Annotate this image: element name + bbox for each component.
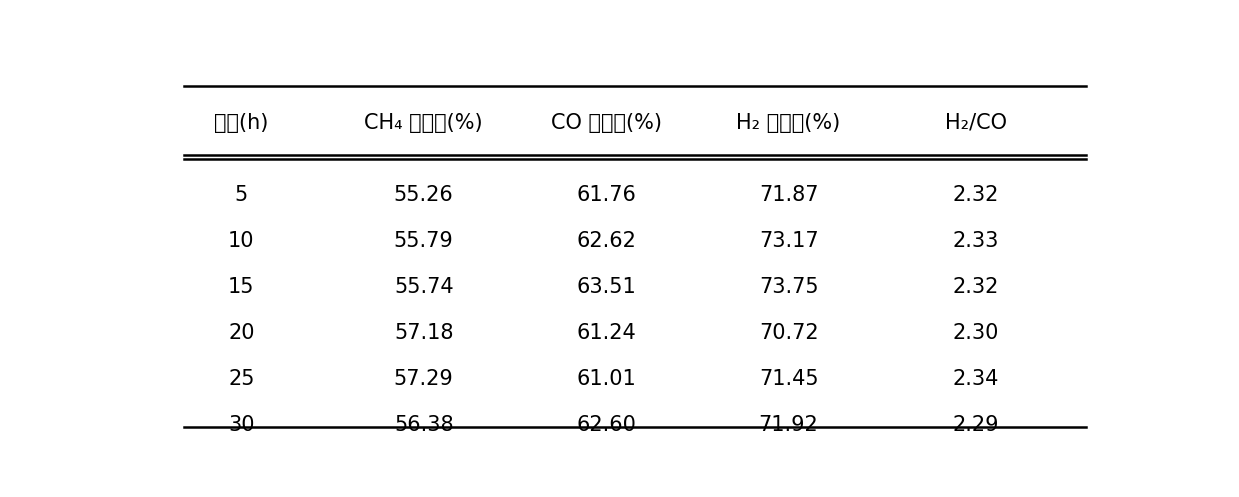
Text: 2.32: 2.32 [953, 185, 999, 205]
Text: 71.45: 71.45 [758, 369, 819, 389]
Text: CH₄ 转化率(%): CH₄ 转化率(%) [364, 113, 483, 133]
Text: 25: 25 [228, 369, 254, 389]
Text: CO 选择性(%): CO 选择性(%) [550, 113, 662, 133]
Text: 55.79: 55.79 [394, 232, 453, 251]
Text: 55.74: 55.74 [394, 277, 453, 297]
Text: 30: 30 [228, 415, 254, 435]
Text: 2.29: 2.29 [953, 415, 999, 435]
Text: 73.17: 73.17 [758, 232, 819, 251]
Text: 73.75: 73.75 [758, 277, 819, 297]
Text: 55.26: 55.26 [394, 185, 453, 205]
Text: 61.01: 61.01 [576, 369, 636, 389]
Text: 61.76: 61.76 [576, 185, 636, 205]
Text: 61.24: 61.24 [576, 323, 636, 343]
Text: 57.29: 57.29 [394, 369, 453, 389]
Text: H₂ 选择性(%): H₂ 选择性(%) [736, 113, 841, 133]
Text: 62.62: 62.62 [576, 232, 636, 251]
Text: 2.30: 2.30 [953, 323, 999, 343]
Text: 2.33: 2.33 [953, 232, 999, 251]
Text: 2.32: 2.32 [953, 277, 999, 297]
Text: 62.60: 62.60 [576, 415, 636, 435]
Text: 71.92: 71.92 [758, 415, 819, 435]
Text: 56.38: 56.38 [394, 415, 453, 435]
Text: 时间(h): 时间(h) [214, 113, 269, 133]
Text: 63.51: 63.51 [576, 277, 636, 297]
Text: 5: 5 [234, 185, 248, 205]
Text: 10: 10 [228, 232, 254, 251]
Text: 20: 20 [228, 323, 254, 343]
Text: H₂/CO: H₂/CO [945, 113, 1007, 133]
Text: 70.72: 70.72 [758, 323, 819, 343]
Text: 57.18: 57.18 [394, 323, 453, 343]
Text: 15: 15 [228, 277, 254, 297]
Text: 71.87: 71.87 [758, 185, 819, 205]
Text: 2.34: 2.34 [953, 369, 999, 389]
